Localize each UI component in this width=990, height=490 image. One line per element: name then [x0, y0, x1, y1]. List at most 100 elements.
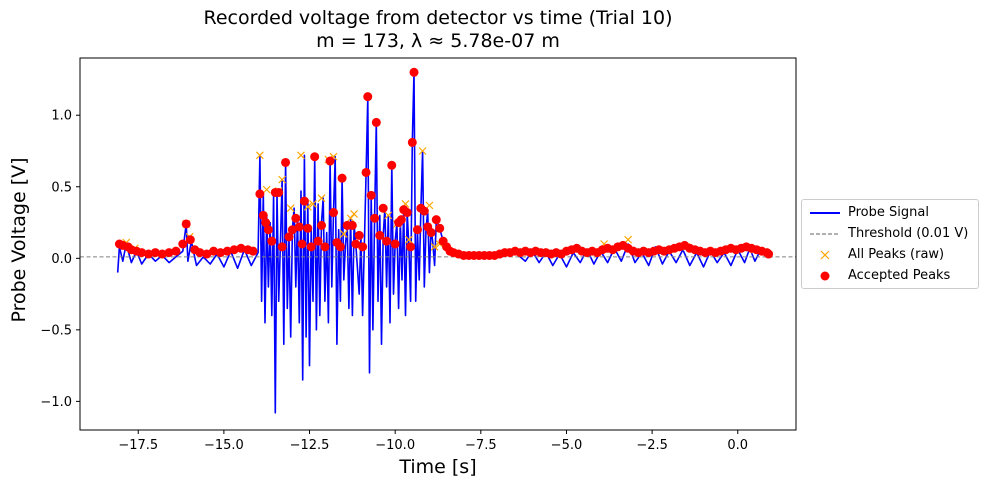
legend: Probe Signal Threshold (0.01 V) All Peak…	[801, 199, 979, 289]
x-tick-label: 0.0	[727, 438, 748, 453]
x-tick-label: −5.0	[551, 438, 583, 453]
raw-peak-marker	[384, 211, 393, 220]
accepted-peak-marker	[178, 239, 188, 249]
legend-label: Accepted Peaks	[848, 268, 951, 283]
x-tick-label: −2.5	[636, 438, 668, 453]
accepted-peak-marker	[363, 92, 373, 102]
accepted-peak-marker	[281, 157, 291, 167]
accepted-peak-marker	[202, 249, 212, 259]
accepted-peak-marker	[351, 239, 361, 249]
dashed-line-swatch-icon	[810, 233, 840, 235]
x-tick-label: −7.5	[465, 438, 497, 453]
x-axis-label: Time [s]	[399, 456, 477, 478]
accepted-peak-marker	[291, 213, 301, 223]
accepted-peak-marker	[209, 246, 219, 256]
accepted-peak-marker	[396, 215, 406, 225]
accepted-peak-marker	[236, 243, 246, 253]
accepted-peak-marker	[329, 208, 339, 218]
accepted-peak-marker	[287, 225, 297, 235]
accepted-peak-marker	[297, 239, 307, 249]
accepted-peak-marker	[370, 213, 380, 223]
raw-peak-marker	[346, 214, 355, 223]
x-axis: −17.5 −15.0 −12.5 −10.0 −7.5 −5.0 −2.5 0.0	[118, 430, 748, 453]
accepted-peak-marker	[378, 203, 388, 213]
raw-peak-marker	[430, 242, 439, 251]
accepted-peak-marker	[361, 167, 371, 177]
y-tick-label: 1.0	[51, 109, 72, 124]
accepted-peak-marker	[150, 248, 160, 258]
y-tick-label: −1.0	[40, 395, 72, 410]
x-tick-label: −17.5	[118, 438, 158, 453]
legend-label: Probe Signal	[848, 205, 929, 220]
raw-peak-marker	[418, 147, 427, 155]
accepted-peak-marker	[387, 160, 397, 170]
accepted-peak-marker	[402, 208, 412, 218]
x-marker-icon	[820, 250, 830, 260]
circle-marker-icon	[820, 271, 830, 281]
legend-item-threshold: Threshold (0.01 V)	[802, 224, 978, 244]
accepted-peak-marker	[382, 236, 392, 246]
accepted-peak-marker	[317, 220, 327, 230]
accepted-peak-marker	[229, 245, 239, 255]
y-tick-label: −0.5	[40, 323, 72, 338]
accepted-peak-marker	[431, 215, 441, 225]
accepted-peak-marker	[185, 235, 195, 245]
x-tick-label: −10.0	[375, 438, 415, 453]
accepted-peak-marker	[310, 152, 320, 162]
raw-peak-marker	[286, 204, 295, 213]
raw-peak-marker	[404, 235, 413, 244]
accepted-peak-marker	[195, 248, 205, 258]
line-swatch-icon	[810, 212, 840, 214]
accepted-peak-marker	[261, 218, 271, 228]
accepted-peak-marker	[222, 246, 232, 256]
accepted-peak-marker	[419, 206, 429, 216]
legend-item-all-peaks: All Peaks (raw)	[802, 245, 978, 265]
raw-peak-marker	[309, 200, 317, 208]
accepted-peak-marker	[435, 223, 445, 233]
accepted-peak-marker	[371, 117, 381, 127]
y-axis-label: Probe Voltage [V]	[8, 157, 30, 323]
accepted-peak-marker	[335, 242, 345, 252]
accepted-peak-marker	[358, 242, 368, 252]
accepted-peak-marker	[164, 248, 174, 258]
accepted-peak-marker	[313, 236, 323, 246]
accepted-peak-marker	[171, 246, 181, 256]
raw-peak-marker	[297, 151, 305, 160]
accepted-peak-marker	[366, 190, 376, 200]
accepted-peak-marker	[294, 222, 304, 232]
accepted-peak-marker	[157, 249, 167, 259]
accepted-peak-marker	[426, 228, 436, 238]
accepted-peak-marker	[284, 232, 294, 242]
accepted-peak-marker	[274, 187, 284, 197]
accepted-peak-marker	[277, 242, 287, 252]
y-tick-label: 0.5	[51, 180, 72, 195]
accepted-peak-marker	[267, 236, 277, 246]
accepted-peak-marker	[137, 248, 147, 258]
accepted-peak-marker	[215, 248, 225, 258]
legend-item-probe-signal: Probe Signal	[802, 203, 978, 223]
y-axis: −1.0 −0.5 0.0 0.5 1.0	[40, 109, 80, 410]
accepted-peak-marker	[263, 225, 273, 235]
x-tick-label: −12.5	[290, 438, 330, 453]
legend-item-accepted-peaks: Accepted Peaks	[802, 266, 978, 286]
y-tick-label: 0.0	[51, 252, 72, 267]
accepted-peak-marker	[306, 242, 316, 252]
accepted-peak-marker	[181, 219, 191, 229]
x-tick-label: −15.0	[204, 438, 244, 453]
legend-label: Threshold (0.01 V)	[848, 226, 969, 241]
accepted-peak-marker	[390, 239, 400, 249]
accepted-peak-marker	[354, 230, 364, 240]
accepted-peak-marker	[406, 242, 416, 252]
accepted-peak-marker	[375, 230, 385, 240]
accepted-peak-marker	[764, 249, 774, 259]
accepted-peak-marker	[299, 196, 309, 206]
accepted-peak-marker	[303, 223, 313, 233]
accepted-peak-marker	[337, 173, 347, 183]
accepted-peak-marker	[255, 189, 265, 199]
plot-frame	[79, 57, 797, 431]
accepted-peak-marker	[320, 242, 330, 252]
accepted-peak-marker	[144, 249, 154, 259]
raw-peak-marker	[317, 194, 326, 203]
accepted-peak-marker	[325, 156, 335, 166]
accepted-peak-marker	[409, 67, 419, 77]
